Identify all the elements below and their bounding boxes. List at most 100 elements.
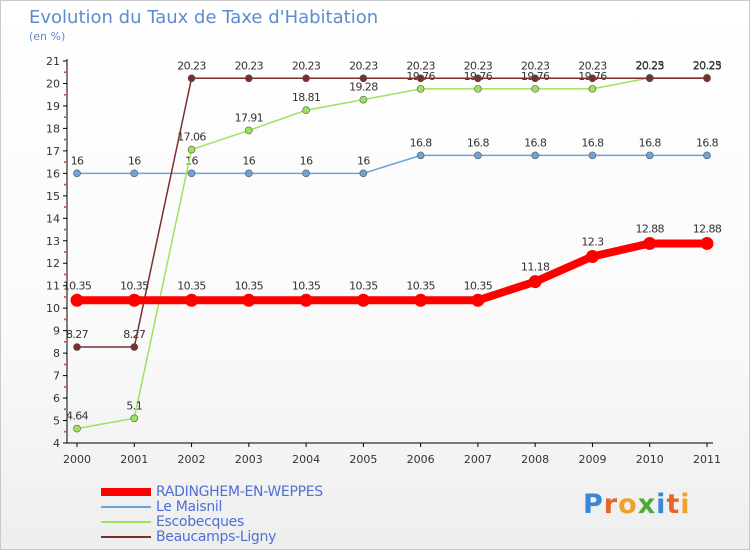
data-label: 16.8 [524,136,547,149]
data-point [531,74,539,83]
data-point [645,74,654,83]
data-label: 10.35 [63,279,92,292]
data-point [242,293,256,307]
legend-swatch-escobecques [101,521,151,523]
legend-item-escobecques: Escobecques [101,514,361,530]
data-point [130,343,139,351]
data-label: 20.23 [406,59,435,72]
data-label: 20.25 [635,59,664,72]
data-label: 16.8 [696,136,719,149]
data-label: 5.1 [126,399,142,412]
data-point [245,169,253,178]
brand-letter: r [603,489,619,520]
data-label: 16 [300,154,313,167]
legend-label-escobecques: Escobecques [156,514,244,530]
data-point [356,293,370,307]
y-tick-label: 11 [46,280,60,293]
x-tick-label: 2008 [521,453,549,466]
legend: RADINGHEM-EN-WEPPES Le Maisnil Escobecqu… [101,484,361,545]
data-point [187,169,196,178]
y-tick-label: 12 [46,257,60,270]
y-minor-tick [64,206,66,209]
legend-label-radinghem: RADINGHEM-EN-WEPPES [156,484,323,500]
data-label: 10.35 [464,279,493,292]
y-minor-tick [64,340,66,343]
data-point [73,343,81,351]
data-point [585,249,599,263]
x-tick-label: 2003 [235,453,263,466]
y-tick-label: 8 [53,347,60,360]
data-point [528,275,542,289]
y-tick-label: 21 [46,55,60,68]
data-point [645,151,654,160]
data-label: 16.8 [467,136,490,149]
chart-title: Evolution du Taux de Taxe d'Habitation [29,7,379,28]
data-label: 10.35 [177,279,206,292]
data-label: 20.23 [635,59,664,72]
y-tick-label: 17 [46,145,60,158]
data-point [416,85,425,93]
x-tick-label: 2006 [407,453,435,466]
y-minor-tick [64,251,66,253]
data-label: 20.23 [349,59,378,72]
y-tick-label: 13 [46,235,60,248]
x-tick-label: 2004 [292,453,320,466]
data-point [703,151,711,160]
data-label: 20.23 [578,59,607,72]
y-tick-label: 19 [46,100,60,113]
data-label: 16.8 [639,136,662,149]
data-label: 20.23 [292,59,321,72]
data-label: 20.23 [693,59,722,72]
data-label: 19.28 [349,81,378,94]
data-point [245,74,253,83]
data-label: 8.27 [66,328,89,341]
y-tick-label: 7 [53,370,60,383]
data-point [359,169,368,178]
data-label: 10.35 [120,279,149,292]
y-minor-tick [64,385,66,388]
y-minor-tick [64,228,66,231]
data-point [302,74,310,83]
series-line-3 [76,77,708,348]
data-point [700,236,714,250]
data-label: 20.23 [521,59,550,72]
brand-letter: x [637,489,657,520]
data-label: 17.91 [235,111,264,124]
brand-letter: o [618,489,638,520]
y-minor-tick [64,273,66,276]
y-minor-tick [64,295,66,298]
brand-letter: t [666,489,681,520]
data-label: 10.35 [292,279,321,292]
data-point [73,169,81,178]
y-tick-label: 16 [46,167,60,180]
y-minor-tick [64,116,66,119]
x-tick-label: 2001 [120,453,148,466]
data-point [359,74,368,83]
data-point [73,424,81,433]
data-label: 16 [242,154,255,167]
y-minor-tick [64,183,66,186]
data-point [474,74,482,83]
data-point [127,293,141,307]
legend-swatch-beaucamps-ligny [101,536,151,538]
series-line-0 [73,239,711,305]
legend-swatch-le-maisnil [101,506,151,508]
data-label: 12.3 [581,235,604,248]
data-label: 20.23 [177,59,206,72]
data-label: 18.81 [292,91,321,104]
data-point [187,145,196,154]
data-label: 16 [128,154,141,167]
x-tick-label: 2007 [464,453,492,466]
data-label: 11.18 [521,261,550,274]
data-point [471,293,485,307]
data-label: 10.35 [349,279,378,292]
brand-letter: i [656,489,667,520]
data-point [359,95,368,104]
x-tick-label: 2005 [349,453,377,466]
y-minor-tick [64,138,66,141]
data-label: 16 [71,154,84,167]
legend-item-le-maisnil: Le Maisnil [101,499,361,515]
legend-item-beaucamps-ligny: Beaucamps-Ligny [101,529,361,545]
